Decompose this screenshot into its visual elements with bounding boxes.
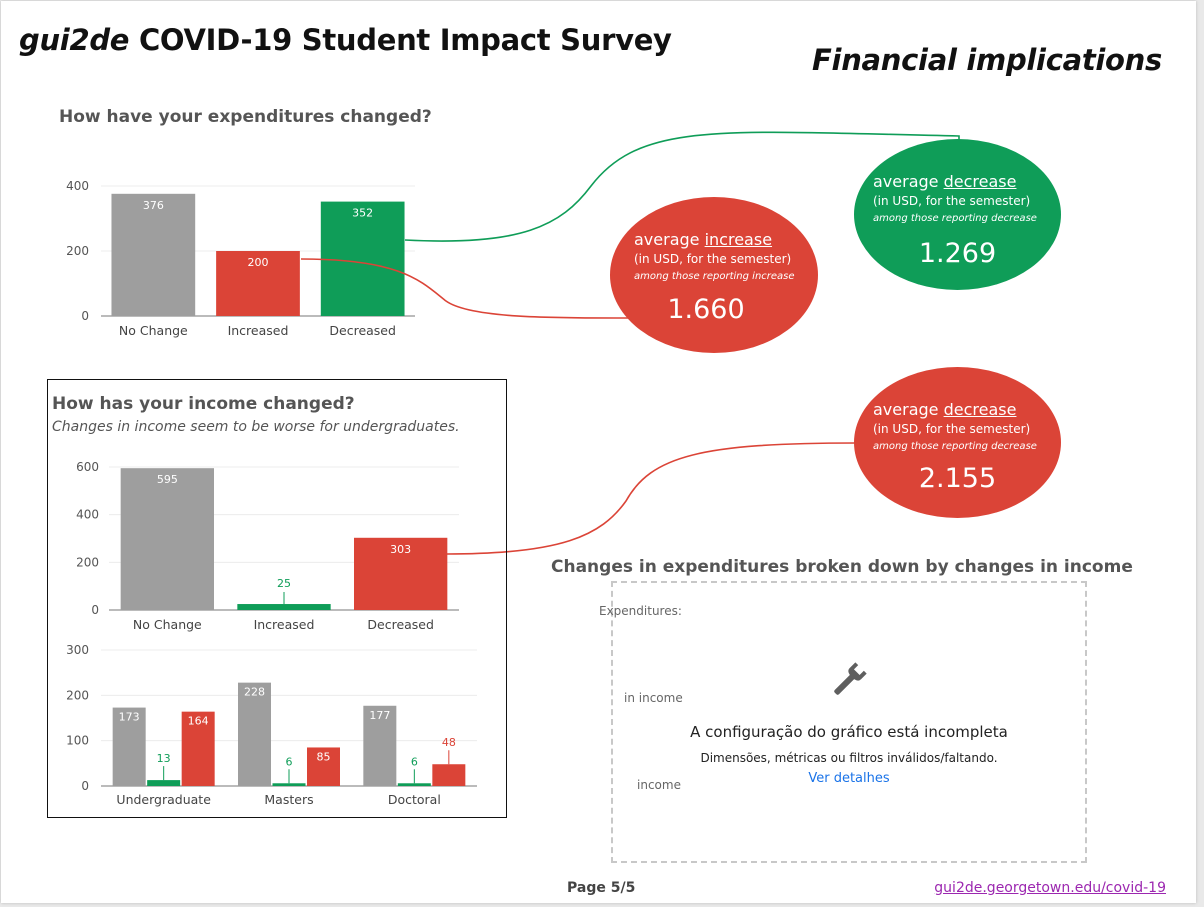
exp-category-label: No Change [119,323,188,338]
inc-data-label: 595 [157,473,178,486]
inc-data-label: 303 [390,543,411,556]
bubble-label-keyword: decrease [943,400,1017,419]
exp-bar [216,251,300,316]
report-title-brand: gui2de [19,23,130,57]
bubble-label-prefix: average [634,230,705,249]
inc-category-label: Decreased [367,617,434,632]
bubble-label-prefix: average [873,400,944,419]
lvl-bar [307,747,340,786]
inc-y-tick-label: 200 [76,555,99,569]
report-title: gui2de COVID-19 Student Impact Survey [19,23,672,57]
exp-bar [320,201,405,316]
lvl-data-label: 177 [369,709,390,722]
exp-data-label: 200 [248,256,269,269]
lvl-data-label: 164 [188,715,209,728]
lvl-y-tick-label: 0 [81,779,89,793]
exp-category-label: Increased [228,323,289,338]
lvl-data-label: 48 [442,736,456,749]
page-number: Page 5/5 [567,880,636,896]
inc-y-tick-label: 400 [76,508,99,522]
lvl-bar [147,780,181,786]
bubble-unit: (in USD, for the semester) [873,194,1031,208]
connector-line-red [300,258,632,319]
exp-bar [111,193,196,316]
exp-y-tick-label: 0 [81,309,89,323]
income-chart-subtitle: Changes in income seem to be worse for u… [52,419,460,435]
exp-y-tick-label: 400 [66,179,89,193]
inc-y-tick-label: 600 [76,460,99,474]
chart-error-details-link[interactable]: Ver detalhes [808,771,890,786]
report-title-text: COVID-19 Student Impact Survey [129,23,672,57]
bubble-note: among those reporting increase [634,271,795,282]
lvl-bar [112,707,146,786]
breakdown-label-in-income: in income [624,691,683,705]
lvl-data-label: 13 [157,752,171,765]
inc-data-label: 25 [277,577,291,590]
bubble-label-keyword: decrease [943,172,1017,191]
connector-line-green [404,131,960,242]
income-average-decrease-bubble: average decrease (in USD, for the semest… [854,367,1061,518]
lvl-bar [432,764,466,786]
bubble-label-keyword: increase [704,230,773,249]
bubble-label: average increase [634,230,772,249]
connector-line-red-income [446,442,857,555]
expenditures-chart-title: How have your expenditures changed? [59,107,432,127]
income-chart-title: How has your income changed? [52,394,355,414]
bubble-unit: (in USD, for the semester) [634,252,792,266]
income-chart-card [47,379,507,818]
bubble-label: average decrease [873,172,1016,191]
lvl-category-label: Undergraduate [116,792,211,807]
lvl-bar [238,682,271,786]
exp-data-label: 376 [143,199,164,212]
average-increase-bubble: average increase (in USD, for the semest… [610,197,818,353]
lvl-bar [397,783,431,786]
lvl-bar [363,705,397,786]
bubble-note: among those reporting decrease [873,441,1037,452]
broken-chart-placeholder [611,581,1087,863]
bubble-note: among those reporting decrease [873,213,1037,224]
lvl-bar [181,711,215,786]
exp-data-label: 352 [352,207,373,220]
breakdown-title: Changes in expenditures broken down by c… [551,557,1133,577]
lvl-category-label: Doctoral [388,792,441,807]
wrench-icon [834,662,867,695]
lvl-data-label: 173 [119,711,140,724]
inc-category-label: No Change [133,617,202,632]
lvl-y-tick-label: 100 [66,734,89,748]
footer-link[interactable]: gui2de.georgetown.edu/covid-19 [934,880,1166,896]
bubble-label: average decrease [873,400,1016,419]
lvl-y-tick-label: 300 [66,643,89,657]
inc-y-tick-label: 0 [91,603,99,617]
exp-category-label: Decreased [329,323,396,338]
inc-bar [354,537,448,610]
exp-y-tick-label: 200 [66,244,89,258]
bubble-value: 1.269 [918,238,997,269]
breakdown-label-expenditures: Expenditures: [599,604,682,618]
average-decrease-bubble: average decrease (in USD, for the semest… [854,139,1061,290]
lvl-category-label: Masters [264,792,313,807]
chart-error-heading: A configuração do gráfico está incomplet… [690,723,1008,741]
inc-bar [237,604,331,610]
lvl-y-tick-label: 200 [66,688,89,702]
lvl-bar [272,783,306,786]
inc-category-label: Increased [254,617,315,632]
bubble-value: 1.660 [667,294,745,325]
section-title: Financial implications [812,43,1162,77]
bubble-label-prefix: average [873,172,944,191]
bubble-value: 2.155 [918,463,997,494]
breakdown-label-income: income [637,778,681,792]
lvl-data-label: 6 [411,755,418,768]
chart-error-detail: Dimensões, métricas ou filtros inválidos… [700,751,998,765]
inc-bar [120,468,214,610]
lvl-data-label: 228 [244,686,265,699]
bubble-unit: (in USD, for the semester) [873,422,1031,436]
lvl-data-label: 6 [286,755,293,768]
lvl-data-label: 85 [317,750,331,763]
